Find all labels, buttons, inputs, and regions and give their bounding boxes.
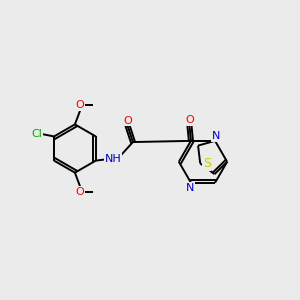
Text: S: S <box>203 157 211 170</box>
Text: NH: NH <box>104 154 121 164</box>
Text: O: O <box>185 115 194 125</box>
Text: O: O <box>76 100 85 110</box>
Text: N: N <box>186 183 194 193</box>
Text: N: N <box>212 131 220 141</box>
Text: O: O <box>123 116 132 126</box>
Text: Cl: Cl <box>32 129 42 139</box>
Text: O: O <box>76 187 85 197</box>
